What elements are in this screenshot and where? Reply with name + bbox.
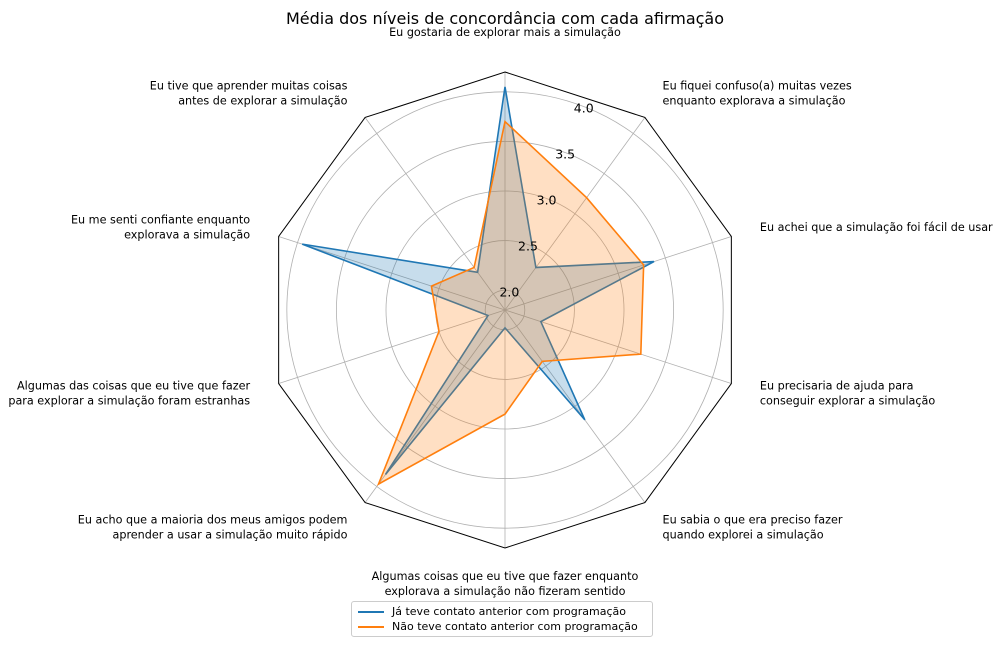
category-label-9-line-1: antes de explorar a simulação (178, 95, 347, 108)
legend-swatch-blue (358, 610, 384, 613)
category-label-0: Eu gostaria de explorar mais a simulação (389, 26, 621, 39)
category-label-8-line-0: Eu me senti confiante enquanto (71, 214, 250, 227)
category-label-1-line-1: enquanto explorava a simulação (663, 95, 846, 108)
r-tick-label-3: 3.5 (555, 147, 575, 162)
r-tick-label-1: 2.5 (518, 239, 538, 254)
legend: Já teve contato anterior com programação… (351, 601, 653, 637)
category-label-6: Eu acho que a maioria dos meus amigos po… (78, 513, 348, 541)
category-label-4-line-1: quando explorei a simulação (663, 528, 824, 541)
r-tick-label-4: 4.0 (574, 101, 594, 116)
category-label-7: Algumas das coisas que eu tive que fazer… (8, 379, 250, 407)
grid-spoke-7 (278, 309, 506, 384)
category-label-7-line-1: para explorar a simulação foram estranha… (8, 394, 250, 407)
series-fill-1 (378, 121, 644, 485)
category-label-3: Eu precisaria de ajuda para conseguir exp… (760, 379, 936, 407)
category-label-8: Eu me senti confiante enquanto explorava … (71, 214, 250, 242)
legend-label-with-programming: Já teve contato anterior com programação (392, 605, 627, 618)
category-label-1-line-0: Eu fiquei confuso(a) muitas vezes (663, 80, 852, 93)
grid-spoke-9 (364, 117, 506, 311)
legend-item-with-programming: Já teve contato anterior com programação (358, 604, 646, 619)
category-label-9: Eu tive que aprender muitas coisas antes … (150, 80, 348, 108)
category-label-0-line-0: Eu gostaria de explorar mais a simulação (389, 26, 621, 39)
grid-spoke-1 (504, 117, 646, 311)
r-tick-label-2: 3.0 (537, 193, 557, 208)
category-label-5-line-0: Algumas coisas que eu tive que fazer enq… (372, 570, 639, 583)
category-label-3-line-1: conseguir explorar a simulação (760, 394, 936, 407)
category-label-2: Eu achei que a simulação foi fácil de us… (760, 221, 993, 234)
legend-label-without-programming: Não teve contato anterior com programaçã… (392, 620, 638, 633)
r-tick-label-0: 2.0 (499, 285, 519, 300)
radar-grid (278, 71, 732, 549)
grid-spoke-2 (504, 236, 732, 311)
category-label-7-line-0: Algumas das coisas que eu tive que fazer (17, 379, 251, 392)
category-label-2-line-0: Eu achei que a simulação foi fácil de us… (760, 221, 993, 234)
outer-frame (278, 71, 732, 549)
category-label-3-line-0: Eu precisaria de ajuda para (760, 379, 914, 392)
category-label-4-line-0: Eu sabia o que era preciso fazer (663, 513, 843, 526)
category-label-4: Eu sabia o que era preciso fazer quando e… (663, 513, 843, 541)
category-label-1: Eu fiquei confuso(a) muitas vezes enquant… (663, 80, 852, 108)
category-label-5: Algumas coisas que eu tive que fazer enq… (372, 570, 639, 598)
grid-spoke-4 (504, 309, 646, 503)
radar-series (301, 86, 655, 486)
category-label-8-line-1: explorava a simulação (124, 229, 250, 242)
legend-item-without-programming: Não teve contato anterior com programaçã… (358, 619, 646, 634)
grid-spoke-3 (504, 309, 732, 384)
series-fill-0 (302, 86, 655, 475)
category-label-5-line-1: explorava a simulação não fizeram sentid… (385, 585, 626, 598)
radial-tick-labels: 2.0 2.5 3.0 3.5 4.0 (499, 101, 593, 300)
category-label-9-line-0: Eu tive que aprender muitas coisas (150, 80, 348, 93)
category-label-6-line-1: aprender a usar a simulação muito rápido (112, 528, 347, 541)
legend-swatch-orange (358, 625, 384, 628)
category-labels: Eu gostaria de explorar mais a simulação… (8, 26, 993, 598)
chart-title: Média dos níveis de concordância com cad… (286, 9, 724, 28)
category-label-6-line-0: Eu acho que a maioria dos meus amigos po… (78, 513, 348, 526)
